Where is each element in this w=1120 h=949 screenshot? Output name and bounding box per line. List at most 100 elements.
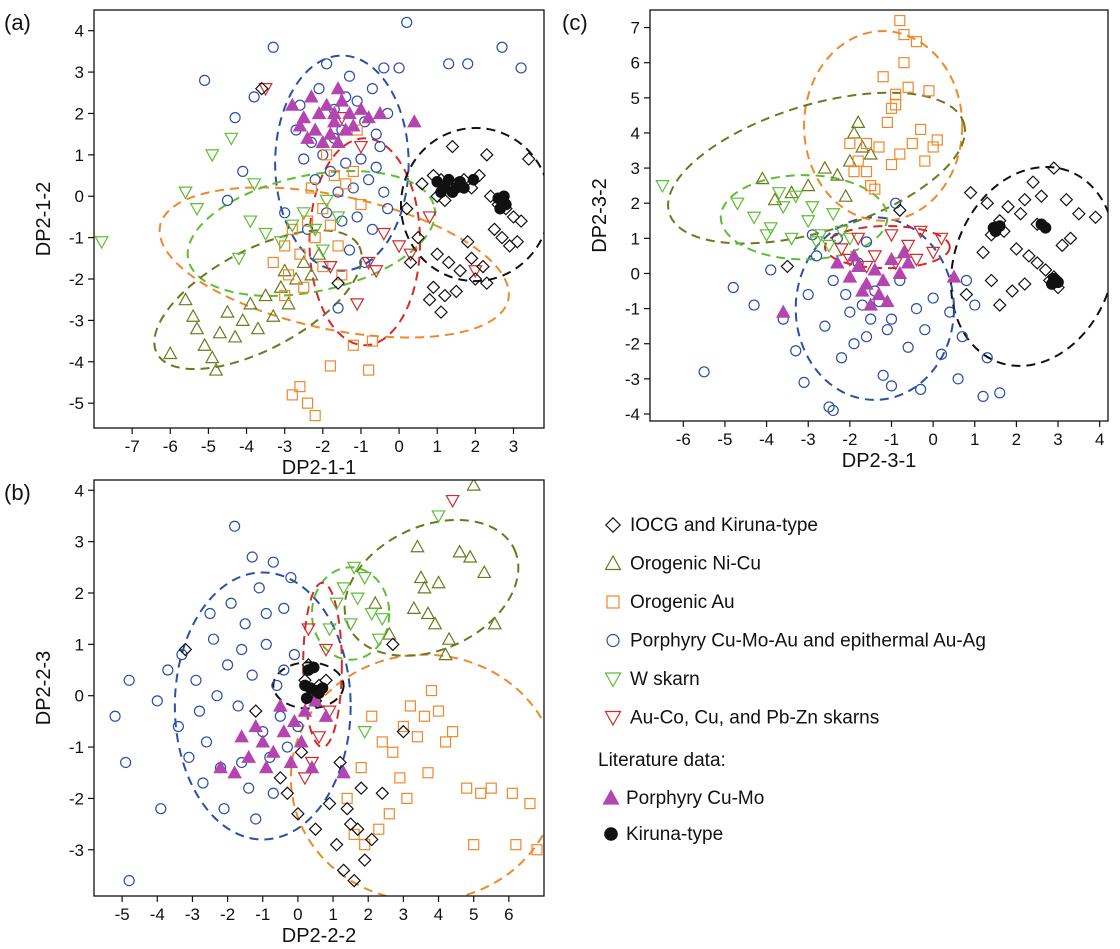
panel-label: (b): [4, 480, 31, 505]
legend-label: Orogenic Au: [630, 592, 735, 613]
data-point-iocg-and-kiruna-type: [506, 210, 521, 224]
data-point-orogenic-ni-cu: [431, 575, 446, 589]
y-tick-label: 2: [75, 104, 84, 123]
data-point-kiruna-type: [458, 182, 470, 194]
x-tick-label: -1: [255, 905, 270, 924]
data-point-orogenic-au: [439, 736, 452, 748]
legend-literature-heading: Literature data:: [598, 750, 726, 771]
panel-a: (a) -7 -6 -5 -4 -3 -2 -1 0 1 2 3 -5 -4 -3 -2 -1 0 1 2 3 4 DP2-…: [4, 9, 545, 479]
data-point-au-co-cu-and-pb-zn-skarns: [368, 265, 384, 279]
data-point-orogenic-ni-cu: [413, 570, 429, 584]
data-point-au-co-cu-and-pb-zn-skarns: [468, 265, 483, 279]
data-point-porphyry-cu-mo: [326, 105, 342, 120]
data-point-orogenic-au: [347, 165, 359, 178]
data-point-w-skarn: [246, 178, 262, 192]
data-point-orogenic-au: [890, 88, 902, 100]
data-point-iocg-and-kiruna-type: [445, 139, 460, 154]
data-point-w-skarn: [322, 623, 337, 637]
data-point-w-skarn: [329, 597, 344, 611]
data-point-porphyry-cu-mo-au-and-epithermal-au-ag: [844, 306, 856, 318]
data-point-au-co-cu-and-pb-zn-skarns: [867, 250, 883, 264]
data-point-orogenic-ni-cu: [427, 616, 443, 630]
data-point-porphyry-cu-mo-au-and-epithermal-au-ag: [378, 186, 390, 198]
y-tick-label: -3: [625, 370, 640, 389]
data-point-w-skarn: [825, 208, 841, 222]
data-point-au-co-cu-and-pb-zn-skarns: [884, 229, 899, 243]
data-point-orogenic-ni-cu: [420, 606, 436, 620]
y-tick-label: -5: [69, 394, 84, 413]
data-point-porphyry-cu-mo-au-and-epithermal-au-ag: [197, 777, 209, 789]
y-tick-label: 1: [75, 635, 84, 654]
data-point-porphyry-cu-mo-au-and-epithermal-au-ag: [765, 264, 777, 276]
data-point-porphyry-cu-mo-au-and-epithermal-au-ag: [317, 149, 329, 161]
data-point-iocg-and-kiruna-type: [464, 251, 479, 266]
data-point-porphyry-cu-mo: [213, 760, 228, 774]
legend-marker-kiruna-type: [604, 827, 618, 841]
plot-frame: [649, 9, 1109, 422]
data-point-iocg-and-kiruna-type: [1017, 192, 1032, 207]
data-point-orogenic-au: [279, 289, 291, 302]
data-point-porphyry-cu-mo-au-and-epithermal-au-ag: [351, 95, 363, 107]
data-point-porphyry-cu-mo-au-and-epithermal-au-ag: [827, 404, 839, 417]
x-tick-label: 2: [1012, 430, 1021, 449]
y-tick-label: 4: [75, 481, 84, 500]
data-point-orogenic-au: [902, 81, 914, 93]
data-point-w-skarn: [763, 222, 779, 236]
data-point-iocg-and-kiruna-type: [1034, 189, 1049, 204]
x-tick-label: -4: [150, 905, 165, 924]
data-point-porphyry-cu-mo-au-and-epithermal-au-ag: [790, 345, 802, 357]
data-point-iocg-and-kiruna-type: [329, 837, 344, 852]
x-tick-label: 3: [1053, 430, 1062, 449]
y-tick-label: -2: [69, 270, 84, 289]
data-point-au-co-cu-and-pb-zn-skarns: [318, 643, 334, 657]
data-point-orogenic-ni-cu: [250, 321, 266, 335]
data-point-porphyry-cu-mo-au-and-epithermal-au-ag: [162, 664, 174, 676]
data-point-w-skarn: [315, 244, 331, 258]
data-point-orogenic-au: [387, 746, 399, 758]
data-point-porphyry-cu-mo-au-and-epithermal-au-ag: [343, 244, 356, 256]
data-point-iocg-and-kiruna-type: [294, 745, 309, 760]
data-point-porphyry-cu-mo: [266, 744, 281, 758]
data-point-porphyry-cu-mo-au-and-epithermal-au-ag: [221, 659, 234, 671]
data-point-orogenic-ni-cu: [767, 192, 783, 206]
data-point-orogenic-au: [869, 183, 881, 195]
data-point-orogenic-au: [359, 839, 371, 851]
data-point-porphyry-cu-mo: [775, 304, 791, 318]
data-point-iocg-and-kiruna-type: [479, 276, 494, 290]
x-tick-label: 3: [399, 905, 408, 924]
data-point-iocg-and-kiruna-type: [502, 239, 517, 253]
data-point-w-skarn: [771, 187, 787, 201]
y-tick-label: 1: [631, 229, 640, 248]
data-point-porphyry-cu-mo-au-and-epithermal-au-ag: [727, 281, 739, 294]
data-point-orogenic-au: [510, 839, 522, 851]
data-point-porphyry-cu-mo: [308, 693, 323, 707]
data-point-w-skarn: [371, 633, 387, 647]
data-point-porphyry-cu-mo-au-and-epithermal-au-ag: [332, 186, 344, 198]
data-point-porphyry-cu-mo-au-and-epithermal-au-ag: [994, 387, 1006, 399]
data-point-porphyry-cu-mo-au-and-epithermal-au-ag: [336, 215, 348, 227]
data-point-porphyry-cu-mo: [300, 130, 315, 144]
x-tick-label: 0: [928, 430, 937, 449]
plot-area: [109, 480, 544, 896]
data-point-orogenic-ni-cu: [212, 325, 228, 339]
data-point-iocg-and-kiruna-type: [343, 817, 358, 831]
data-point-w-skarn: [350, 592, 365, 606]
data-point-orogenic-ni-cu: [296, 254, 312, 269]
data-point-orogenic-au: [894, 14, 906, 27]
data-point-orogenic-au: [298, 281, 310, 293]
data-point-porphyry-cu-mo: [297, 703, 313, 717]
legend-item-porphyry-cu-mo: Porphyry Cu-Mo: [602, 788, 764, 809]
data-point-porphyry-cu-mo-au-and-epithermal-au-ag: [885, 313, 898, 325]
data-point-orogenic-ni-cu: [185, 308, 201, 322]
data-point-w-skarn: [375, 613, 390, 627]
data-point-porphyry-cu-mo-au-and-epithermal-au-ag: [860, 236, 873, 248]
data-point-w-skarn: [842, 232, 858, 246]
y-axis-title: DP2-3-2: [589, 178, 611, 252]
y-axis-title: DP2-1-2: [33, 182, 55, 256]
legend: IOCG and Kiruna-type Orogenic Ni-Cu Orogen…: [598, 515, 986, 845]
x-axis-title: DP2-3-1: [842, 450, 916, 472]
data-point-orogenic-ni-cu: [863, 146, 878, 160]
y-tick-label: -1: [625, 300, 640, 319]
data-point-porphyry-cu-mo-au-and-epithermal-au-ag: [225, 597, 237, 609]
data-point-orogenic-au: [927, 141, 939, 153]
